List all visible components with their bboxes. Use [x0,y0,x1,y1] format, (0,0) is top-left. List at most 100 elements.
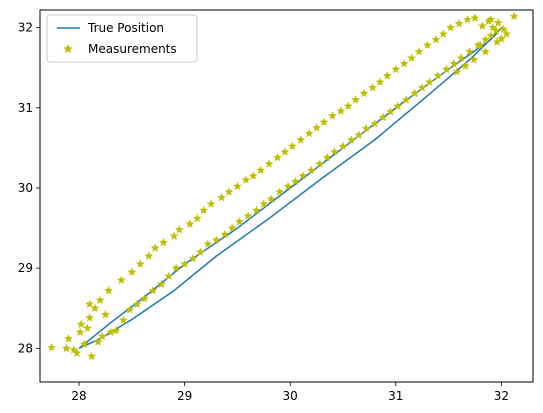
measurement-point [85,313,95,322]
measurement-point [322,152,332,162]
measurement-point [164,271,174,281]
measurement-point [283,181,293,191]
measurement-point [192,213,202,223]
measurement-point [441,64,451,74]
measurement-point [275,187,285,196]
measurement-point [118,315,128,325]
y-tick-label: 32 [18,21,33,35]
measurement-point [185,219,195,228]
measurement-point [425,77,435,86]
measurement-point [410,88,420,98]
measurement-point [93,337,103,346]
measurement-point [460,61,470,70]
y-tick-label: 29 [18,261,33,275]
measurement-point [111,325,121,335]
measurement-point [217,192,227,202]
measurement-point [502,29,512,38]
measurement-point [76,319,86,329]
measurement-point [287,141,297,151]
x-tick-label: 30 [283,389,298,403]
measurement-point [486,30,496,40]
measurement-point [266,194,276,204]
axes-frame [39,9,534,383]
measurement-point [199,205,209,215]
measurement-point [95,295,105,305]
y-tick-label: 30 [18,181,33,195]
measurement-point [469,54,479,64]
measurement-point [259,199,269,208]
measurement-point [385,107,396,116]
measurement-point [368,83,378,92]
measurement-point [298,171,308,180]
measurement-point [378,112,388,122]
measurement-point [264,159,274,168]
measurement-point [330,147,340,156]
measurement-point [135,259,145,268]
measurement-point [224,187,234,196]
measurement-point [327,111,337,120]
legend: True Position Measurements [46,14,198,63]
measurement-point [156,279,166,289]
measurement-point [493,18,503,27]
measurement-point [82,323,93,333]
measurement-point [85,299,95,309]
measurement-point [150,243,160,252]
measurement-point [382,70,392,80]
measurement-point [486,14,496,24]
measurement-point [116,275,126,285]
measurement-point [243,211,253,220]
measurement-point [492,37,502,46]
measurement-point [391,64,401,74]
measurement-point [393,101,403,111]
measurement-point [203,239,213,248]
measurement-point [132,299,142,309]
measurement-point [422,40,432,50]
measurement-point [351,95,361,104]
measurement-point [232,181,242,191]
x-tick-label: 32 [494,389,509,403]
measurement-point [227,223,237,232]
measurement-point [312,123,322,132]
measurement-point [174,224,184,234]
x-tick-label: 31 [388,389,403,403]
measurement-point [319,117,329,127]
measurement-point [315,159,325,168]
measurement-point [87,351,97,361]
measurement-point [69,345,79,354]
measurement-point [75,327,85,337]
measurement-point [433,70,443,80]
measurement-point [465,46,475,56]
x-tick-label: 28 [71,389,86,403]
measurement-point [169,231,179,240]
y-tick-label: 31 [18,101,33,115]
measurement-point [79,339,89,349]
measurement-point [343,101,353,111]
measurement-point [125,305,135,314]
measurement-point [359,88,369,98]
measurement-point [220,229,230,239]
measurement-point [148,285,158,295]
measurement-point [338,141,348,151]
legend-label-true-position: True Position [87,21,164,35]
measurement-point [498,24,508,34]
measurement-point [104,285,114,295]
measurement-point [449,58,459,68]
measurement-point [509,11,519,21]
measurement-point [414,46,424,56]
measurement-point [280,147,290,156]
measurement-point [480,46,491,56]
measurement-point [47,342,57,352]
measurement-point [399,58,409,68]
measurement-point [346,135,356,144]
measurement-point [273,152,283,162]
measurement-point [256,165,266,175]
measurement-point [158,237,169,247]
measurement-point [63,333,74,343]
measurement-point [431,34,441,44]
measurement-point [401,95,411,104]
measurement-point [470,13,480,22]
measurement-point [336,106,346,115]
measurement-point [475,40,485,50]
